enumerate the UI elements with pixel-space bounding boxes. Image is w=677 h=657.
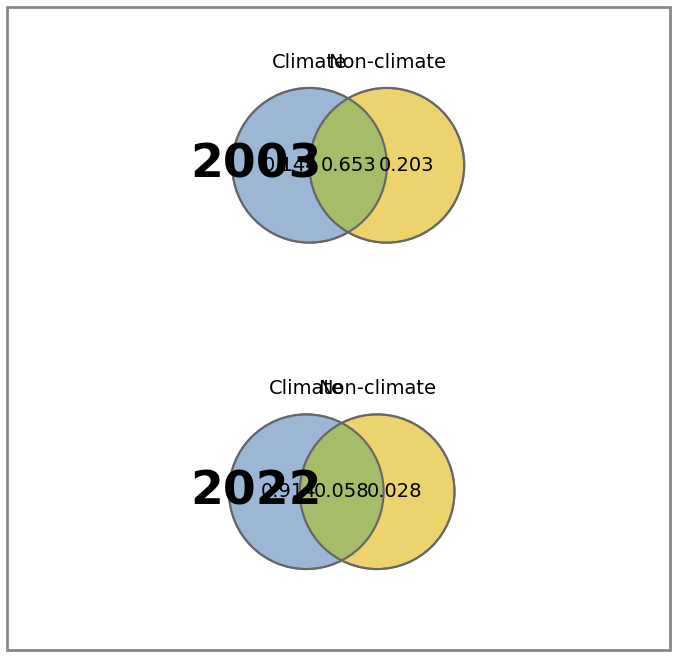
Text: 0.203: 0.203 [378, 156, 434, 175]
Circle shape [309, 88, 464, 242]
Text: 0.028: 0.028 [367, 482, 422, 501]
Text: 0.653: 0.653 [320, 156, 376, 175]
Circle shape [232, 88, 387, 242]
Text: 2022: 2022 [190, 469, 322, 514]
Text: Climate: Climate [269, 379, 344, 398]
Text: Non-climate: Non-climate [318, 379, 436, 398]
Circle shape [229, 415, 384, 569]
Text: Non-climate: Non-climate [328, 53, 446, 72]
Circle shape [232, 88, 387, 242]
Text: Climate: Climate [272, 53, 347, 72]
Circle shape [229, 415, 384, 569]
Text: 0.058: 0.058 [314, 482, 370, 501]
Text: 0.144: 0.144 [263, 156, 318, 175]
Text: 0.914: 0.914 [261, 482, 316, 501]
Circle shape [300, 415, 454, 569]
Text: 2003: 2003 [190, 143, 322, 188]
